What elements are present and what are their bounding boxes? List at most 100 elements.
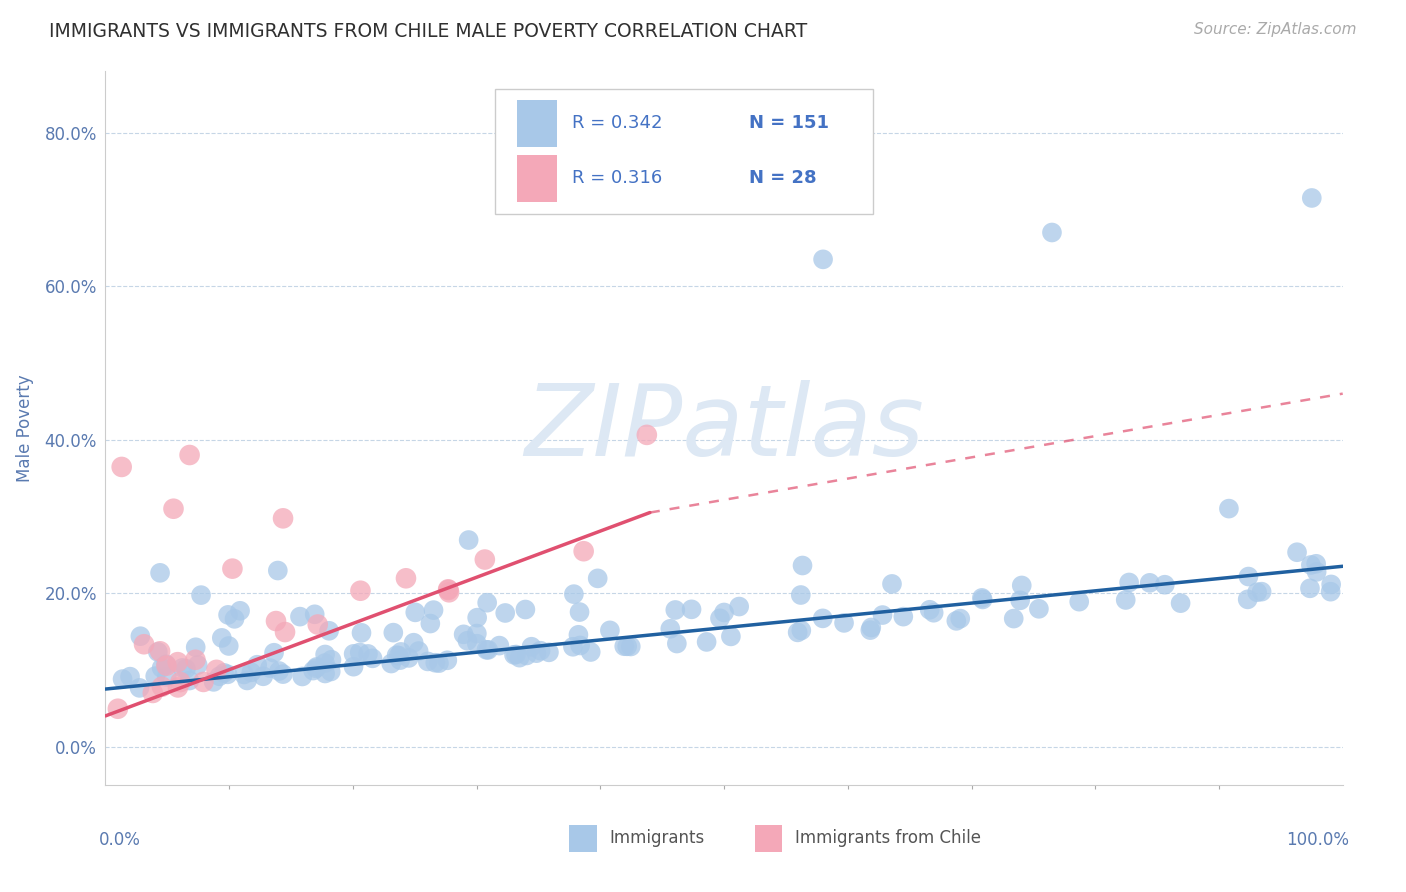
Point	[252, 669, 274, 683]
Point	[515, 602, 537, 616]
Point	[321, 653, 343, 667]
Point	[305, 660, 328, 674]
Point	[1153, 578, 1175, 592]
Point	[149, 566, 172, 580]
Point	[382, 625, 405, 640]
Point	[357, 647, 380, 661]
Point	[416, 654, 439, 668]
Point	[1250, 584, 1272, 599]
Text: R = 0.316: R = 0.316	[572, 169, 662, 187]
Point	[240, 665, 263, 680]
Point	[520, 640, 543, 654]
Point	[572, 544, 595, 558]
Point	[184, 640, 207, 655]
Point	[579, 645, 602, 659]
Text: Immigrants from Chile: Immigrants from Chile	[794, 830, 980, 847]
Point	[208, 669, 231, 683]
Point	[149, 644, 172, 658]
Point	[233, 667, 256, 681]
Point	[1011, 578, 1033, 592]
Point	[314, 666, 336, 681]
Point	[166, 655, 188, 669]
Point	[1002, 611, 1025, 625]
Point	[343, 647, 366, 661]
Point	[891, 609, 914, 624]
Point	[1301, 191, 1323, 205]
Point	[190, 588, 212, 602]
Point	[970, 591, 993, 605]
Text: IMMIGRANTS VS IMMIGRANTS FROM CHILE MALE POVERTY CORRELATION CHART: IMMIGRANTS VS IMMIGRANTS FROM CHILE MALE…	[49, 22, 807, 41]
Point	[562, 587, 585, 601]
Text: ZIPatlas: ZIPatlas	[524, 380, 924, 476]
Point	[155, 658, 177, 673]
Point	[271, 667, 294, 681]
Text: Immigrants: Immigrants	[609, 830, 704, 847]
Point	[385, 648, 408, 663]
Point	[156, 670, 179, 684]
Point	[659, 622, 682, 636]
Point	[111, 672, 134, 686]
Point	[949, 611, 972, 625]
Point	[567, 628, 589, 642]
Point	[880, 577, 903, 591]
Point	[436, 653, 458, 667]
Text: 0.0%: 0.0%	[100, 831, 141, 849]
Point	[350, 625, 373, 640]
Point	[380, 657, 402, 671]
Point	[1170, 596, 1192, 610]
Point	[263, 646, 285, 660]
Point	[1299, 558, 1322, 572]
Point	[1139, 575, 1161, 590]
Point	[205, 663, 228, 677]
Point	[111, 459, 134, 474]
Point	[402, 636, 425, 650]
Point	[264, 614, 287, 628]
Bar	[517, 100, 557, 146]
Bar	[495, 89, 873, 214]
Point	[307, 617, 329, 632]
Point	[728, 599, 751, 614]
Point	[267, 664, 290, 678]
Bar	[755, 825, 782, 852]
Point	[613, 639, 636, 653]
Point	[172, 661, 194, 675]
Point	[184, 653, 207, 667]
Text: R = 0.342: R = 0.342	[572, 114, 662, 132]
Point	[128, 681, 150, 695]
Point	[508, 650, 530, 665]
Point	[477, 643, 499, 657]
Point	[1305, 557, 1327, 571]
Point	[665, 636, 688, 650]
Point	[453, 627, 475, 641]
Point	[302, 664, 325, 678]
Point	[304, 607, 326, 622]
Point	[696, 635, 718, 649]
Point	[155, 657, 177, 672]
Point	[314, 648, 336, 662]
Point	[1028, 602, 1050, 616]
Point	[713, 606, 735, 620]
Point	[132, 637, 155, 651]
Point	[790, 624, 813, 638]
Point	[516, 648, 538, 663]
Point	[422, 603, 444, 617]
Point	[1246, 585, 1268, 599]
Point	[526, 646, 548, 660]
Point	[361, 651, 384, 665]
Point	[150, 680, 173, 694]
Point	[457, 533, 479, 547]
Point	[503, 648, 526, 662]
Point	[129, 629, 152, 643]
Text: 100.0%: 100.0%	[1286, 831, 1348, 849]
Point	[1069, 595, 1091, 609]
Point	[107, 702, 129, 716]
Text: N = 28: N = 28	[749, 169, 817, 187]
Point	[437, 582, 460, 597]
Point	[1305, 565, 1327, 579]
Point	[318, 624, 340, 638]
Bar	[569, 825, 596, 852]
Point	[859, 623, 882, 637]
Point	[142, 686, 165, 700]
Point	[211, 631, 233, 645]
Point	[179, 448, 201, 462]
